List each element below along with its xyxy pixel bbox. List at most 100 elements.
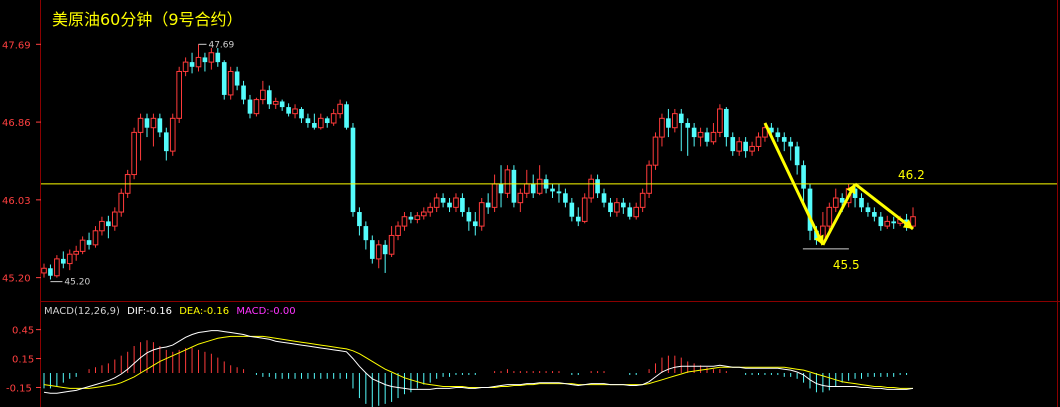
candle-body <box>550 188 555 192</box>
candle-body <box>646 164 652 194</box>
candle-body <box>724 108 729 138</box>
candle-body <box>659 117 665 138</box>
candle-body <box>762 127 768 138</box>
candle-body <box>633 206 640 218</box>
candle-body <box>163 132 169 152</box>
macd-axis-ticks: 0.45 0.15 -0.15 <box>6 326 41 395</box>
down-arrow-head-2 <box>902 219 913 229</box>
candle-body <box>118 192 125 213</box>
candle-body <box>375 244 382 260</box>
resistance-label: 46.2 <box>898 168 925 182</box>
macd-legend-dif-value: -0.16 <box>146 306 172 317</box>
candle-body <box>312 123 317 128</box>
candle-body <box>575 216 581 222</box>
candle-body <box>781 137 787 142</box>
candle-body <box>736 141 743 152</box>
candle-body <box>317 117 324 129</box>
candle-body <box>202 57 208 63</box>
candle-body <box>530 183 536 194</box>
candle-body <box>472 221 478 227</box>
candle-body <box>755 136 762 147</box>
candle-body <box>749 145 755 152</box>
candle-body <box>330 113 337 124</box>
candle-body <box>369 240 375 259</box>
macd-legend-macd-value: -0.00 <box>270 306 296 317</box>
candle-body <box>556 191 562 194</box>
candle-body <box>60 258 66 264</box>
candle-body <box>710 131 717 143</box>
candle-body <box>581 197 588 222</box>
candle-body <box>523 183 530 194</box>
up-arrow-head <box>846 183 856 195</box>
candle-body <box>884 220 891 227</box>
macd-legend-dea-value: -0.16 <box>203 306 229 317</box>
down-arrow-line <box>763 122 825 246</box>
candle-body <box>652 136 659 166</box>
candle-body <box>859 197 864 208</box>
candle-body <box>247 99 253 114</box>
candle-body <box>666 118 671 128</box>
candle-body <box>730 137 736 152</box>
candle-body <box>608 202 613 213</box>
candle-body <box>621 202 626 208</box>
candle-body <box>717 108 723 133</box>
low-marker: 45.20 <box>50 278 90 288</box>
candle-body <box>460 197 465 213</box>
candle-body <box>814 230 819 241</box>
candle-body <box>433 197 440 208</box>
candle-body <box>691 127 697 138</box>
candle-body <box>176 70 182 119</box>
candle-body <box>414 215 421 221</box>
candle-body <box>769 127 774 133</box>
candle-body <box>401 216 408 227</box>
candle-body <box>807 188 813 231</box>
candle-body <box>305 118 311 124</box>
candle-body <box>227 70 234 96</box>
macd-legend: MACD(12,26,9) DIF:-0.16 DEA:-0.16 MACD:-… <box>44 306 296 317</box>
candle-body <box>627 207 633 217</box>
candle-body <box>891 221 897 224</box>
candle-body <box>788 141 794 147</box>
candle-body <box>195 56 202 68</box>
candle-body <box>563 193 568 203</box>
candle-body <box>73 250 80 255</box>
down-arrow-head <box>814 234 824 245</box>
candle-body <box>466 212 472 222</box>
candle-body <box>234 71 240 86</box>
candle-body <box>189 62 195 67</box>
candle-body <box>99 220 105 232</box>
candle-body <box>299 108 304 119</box>
candle-body <box>182 61 189 72</box>
macd-tick-label: 0.15 <box>12 355 34 366</box>
dif-line <box>43 330 914 394</box>
candle-body <box>92 230 99 246</box>
macd-legend-macd-label: MACD: <box>236 306 269 317</box>
candle-body <box>137 117 144 133</box>
candle-body <box>388 234 395 255</box>
candle-body <box>292 108 298 115</box>
candle-body <box>272 100 279 105</box>
high-marker: 47.69 <box>198 40 235 50</box>
candle-body <box>157 118 163 133</box>
candle-body <box>485 202 491 208</box>
candle-body <box>253 99 260 115</box>
candle-body <box>872 212 877 217</box>
candle-body <box>678 113 684 124</box>
candle-body <box>697 131 704 138</box>
candle-body <box>41 267 47 274</box>
price-tick-label: 47.69 <box>2 40 31 51</box>
candle-body <box>208 52 215 63</box>
candle-body <box>286 107 291 114</box>
candle-body <box>832 197 839 208</box>
candle-body <box>241 85 246 100</box>
down-arrow-line-2 <box>854 182 914 231</box>
candle-body <box>588 178 594 199</box>
price-tick-label: 46.86 <box>2 118 31 129</box>
candle-body <box>279 101 285 108</box>
candlestick-series <box>41 44 916 280</box>
candle-body <box>79 239 86 252</box>
price-tick-label: 46.03 <box>2 196 31 207</box>
